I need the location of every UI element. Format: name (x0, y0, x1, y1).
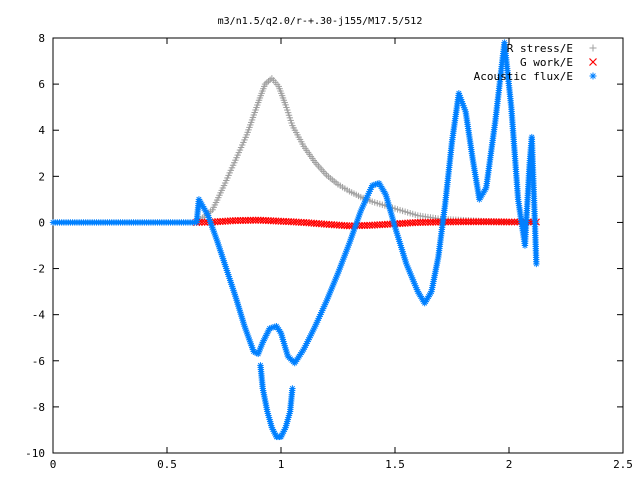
legend-label: G work/E (520, 56, 573, 69)
data-point (502, 218, 511, 226)
x-tick-label: 0.5 (157, 458, 177, 471)
x-tick-label: 2.5 (613, 458, 633, 471)
legend-marker (589, 44, 597, 52)
legend-marker (589, 58, 597, 66)
series-2 (49, 39, 540, 441)
legend-label: R stress/E (507, 42, 573, 55)
data-point (200, 218, 209, 226)
data-point (533, 260, 540, 268)
y-tick-label: -2 (32, 263, 45, 276)
x-tick-label: 1 (278, 458, 285, 471)
y-tick-label: -6 (32, 355, 45, 368)
y-tick-label: -8 (32, 401, 45, 414)
axis-ticks: 0 0.5 1 1.5 2 2.5 -10 -8 -6 -4 -2 0 2 4 6 8 (25, 32, 633, 471)
y-tick-label: -10 (25, 447, 45, 460)
data-point (505, 218, 513, 226)
series-1 (193, 216, 540, 230)
x-tick-label: 0 (50, 458, 57, 471)
data-point (289, 385, 296, 392)
legend-marker (589, 72, 597, 80)
y-tick-label: 2 (38, 170, 45, 183)
series-layer (49, 39, 540, 441)
y-tick-label: 0 (38, 216, 45, 229)
y-tick-label: -4 (32, 309, 46, 322)
data-point (510, 218, 519, 226)
y-tick-label: 6 (38, 78, 45, 91)
x-tick-label: 1.5 (385, 458, 405, 471)
y-tick-label: 4 (38, 124, 45, 137)
chart-title: m3/n1.5/q2.0/r-+.30-j155/M17.5/512 (218, 16, 423, 27)
x-tick-label: 2 (506, 458, 513, 471)
plot-frame (52, 37, 624, 454)
y-tick-label: 8 (38, 32, 45, 45)
data-point (508, 218, 516, 226)
legend-label: Acoustic flux/E (474, 70, 573, 83)
data-point (265, 78, 272, 85)
